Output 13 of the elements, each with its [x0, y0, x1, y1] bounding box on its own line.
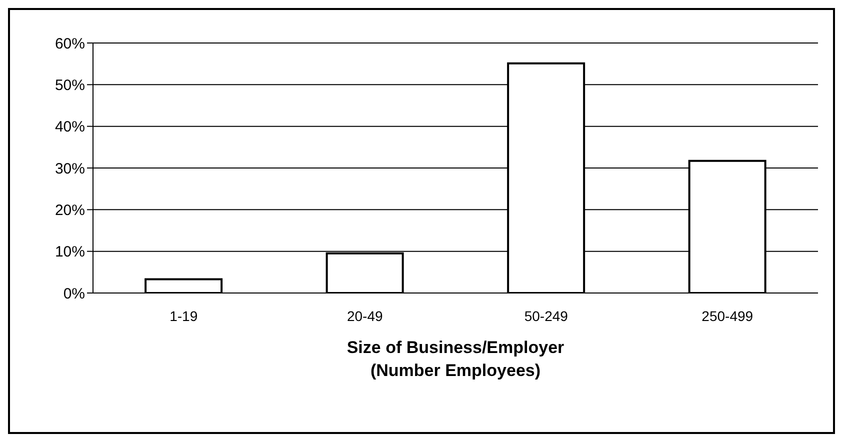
x-tick-label: 20-49: [346, 308, 383, 324]
bar: [144, 278, 223, 293]
y-tick-label: 50%: [54, 76, 85, 94]
x-tick-label: 1-19: [170, 308, 198, 324]
y-tick-label: 40%: [54, 118, 85, 136]
y-tick-label: 0%: [63, 285, 85, 302]
x-tick-label: 50-249: [524, 308, 568, 324]
x-axis-title: Size of Business/Employer (Number Employees): [346, 338, 565, 380]
y-tick-label: 60%: [54, 35, 85, 52]
y-tick-label: 20%: [54, 202, 85, 219]
x-tick-label: 250-499: [702, 308, 754, 324]
y-tick-label: 30%: [54, 160, 85, 178]
y-tick-label: 10%: [54, 244, 85, 261]
